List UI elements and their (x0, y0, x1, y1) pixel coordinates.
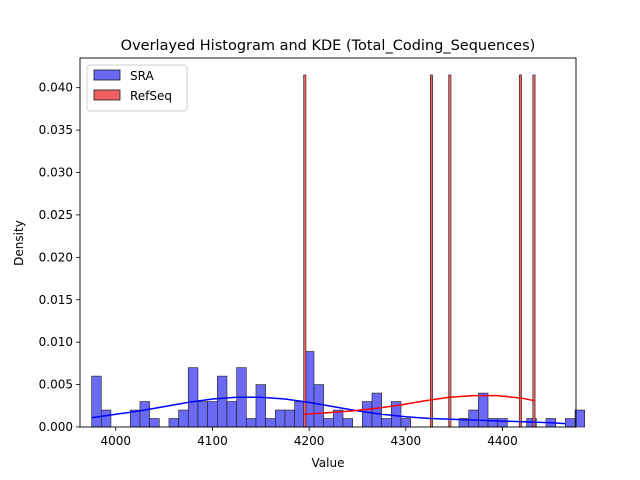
axes-frame (79, 57, 577, 428)
sra-bar (226, 401, 237, 428)
y-tick-label: 0.005 (39, 378, 73, 392)
y-tick-label: 0.030 (39, 166, 73, 180)
legend-label-sra: SRA (130, 69, 154, 83)
sra-bar (265, 418, 276, 428)
sra-bar (313, 384, 324, 428)
sra-bar (275, 409, 286, 428)
refseq-bar (532, 74, 536, 428)
refseq-bar (303, 74, 307, 428)
refseq-bar (429, 74, 433, 428)
legend-swatch-sra (93, 69, 121, 81)
x-tick-label: 4000 (101, 434, 132, 448)
sra-bar (187, 367, 199, 428)
sra-bar (197, 401, 208, 428)
sra-bar (565, 418, 576, 428)
sra-bar (400, 418, 411, 428)
y-tick-label: 0.000 (39, 420, 73, 434)
x-axis: 4000 4100 4200 4300 4400 (101, 427, 518, 448)
sra-bar (371, 392, 382, 428)
sra-bar (284, 409, 295, 428)
sra-bar (323, 418, 334, 428)
y-axis: 0.000 0.005 0.010 0.015 0.020 0.025 0.030 0.035… (39, 81, 80, 434)
sra-bar (246, 418, 257, 428)
sra-bar (478, 392, 489, 428)
y-axis-label: Density (12, 220, 26, 266)
kde-line-refseq (304, 394, 535, 416)
sra-bar (139, 401, 150, 428)
sra-bar (294, 401, 305, 428)
sra-bar (342, 418, 353, 428)
y-tick-label: 0.015 (39, 293, 73, 307)
kde-lines (91, 394, 566, 425)
y-tick-label: 0.025 (39, 208, 73, 222)
plot-area (79, 57, 586, 428)
chart-title: Overlayed Histogram and KDE (Total_Codin… (121, 38, 536, 54)
x-tick-label: 4200 (294, 434, 325, 448)
sra-bar (381, 418, 392, 428)
sra-bar (178, 409, 189, 428)
sra-bar (207, 401, 218, 428)
sra-bar (149, 418, 160, 428)
sra-bar (497, 418, 508, 428)
legend-label-refseq: RefSeq (130, 89, 172, 103)
y-tick-label: 0.035 (39, 123, 73, 137)
x-tick-label: 4300 (391, 434, 422, 448)
refseq-bar (518, 74, 522, 428)
axes-background (80, 58, 576, 427)
legend-swatch-refseq (93, 89, 121, 101)
x-tick-label: 4400 (487, 434, 518, 448)
x-tick-label: 4100 (197, 434, 228, 448)
sra-bar (216, 375, 228, 428)
legend: SRA RefSeq (86, 64, 188, 112)
sra-bar (100, 409, 112, 428)
sra-bar (91, 375, 102, 428)
y-tick-label: 0.010 (39, 335, 73, 349)
x-axis-label: Value (312, 456, 345, 470)
y-tick-label: 0.020 (39, 250, 73, 264)
sra-bar (255, 384, 266, 428)
sra-bar (168, 418, 179, 428)
kde-line-sra (91, 396, 566, 425)
sra-bar (487, 418, 498, 428)
sra-bar (468, 409, 479, 428)
sra-bar (362, 401, 373, 428)
sra-bar (574, 409, 586, 428)
y-tick-label: 0.040 (39, 81, 73, 95)
refseq-bar (448, 74, 452, 428)
